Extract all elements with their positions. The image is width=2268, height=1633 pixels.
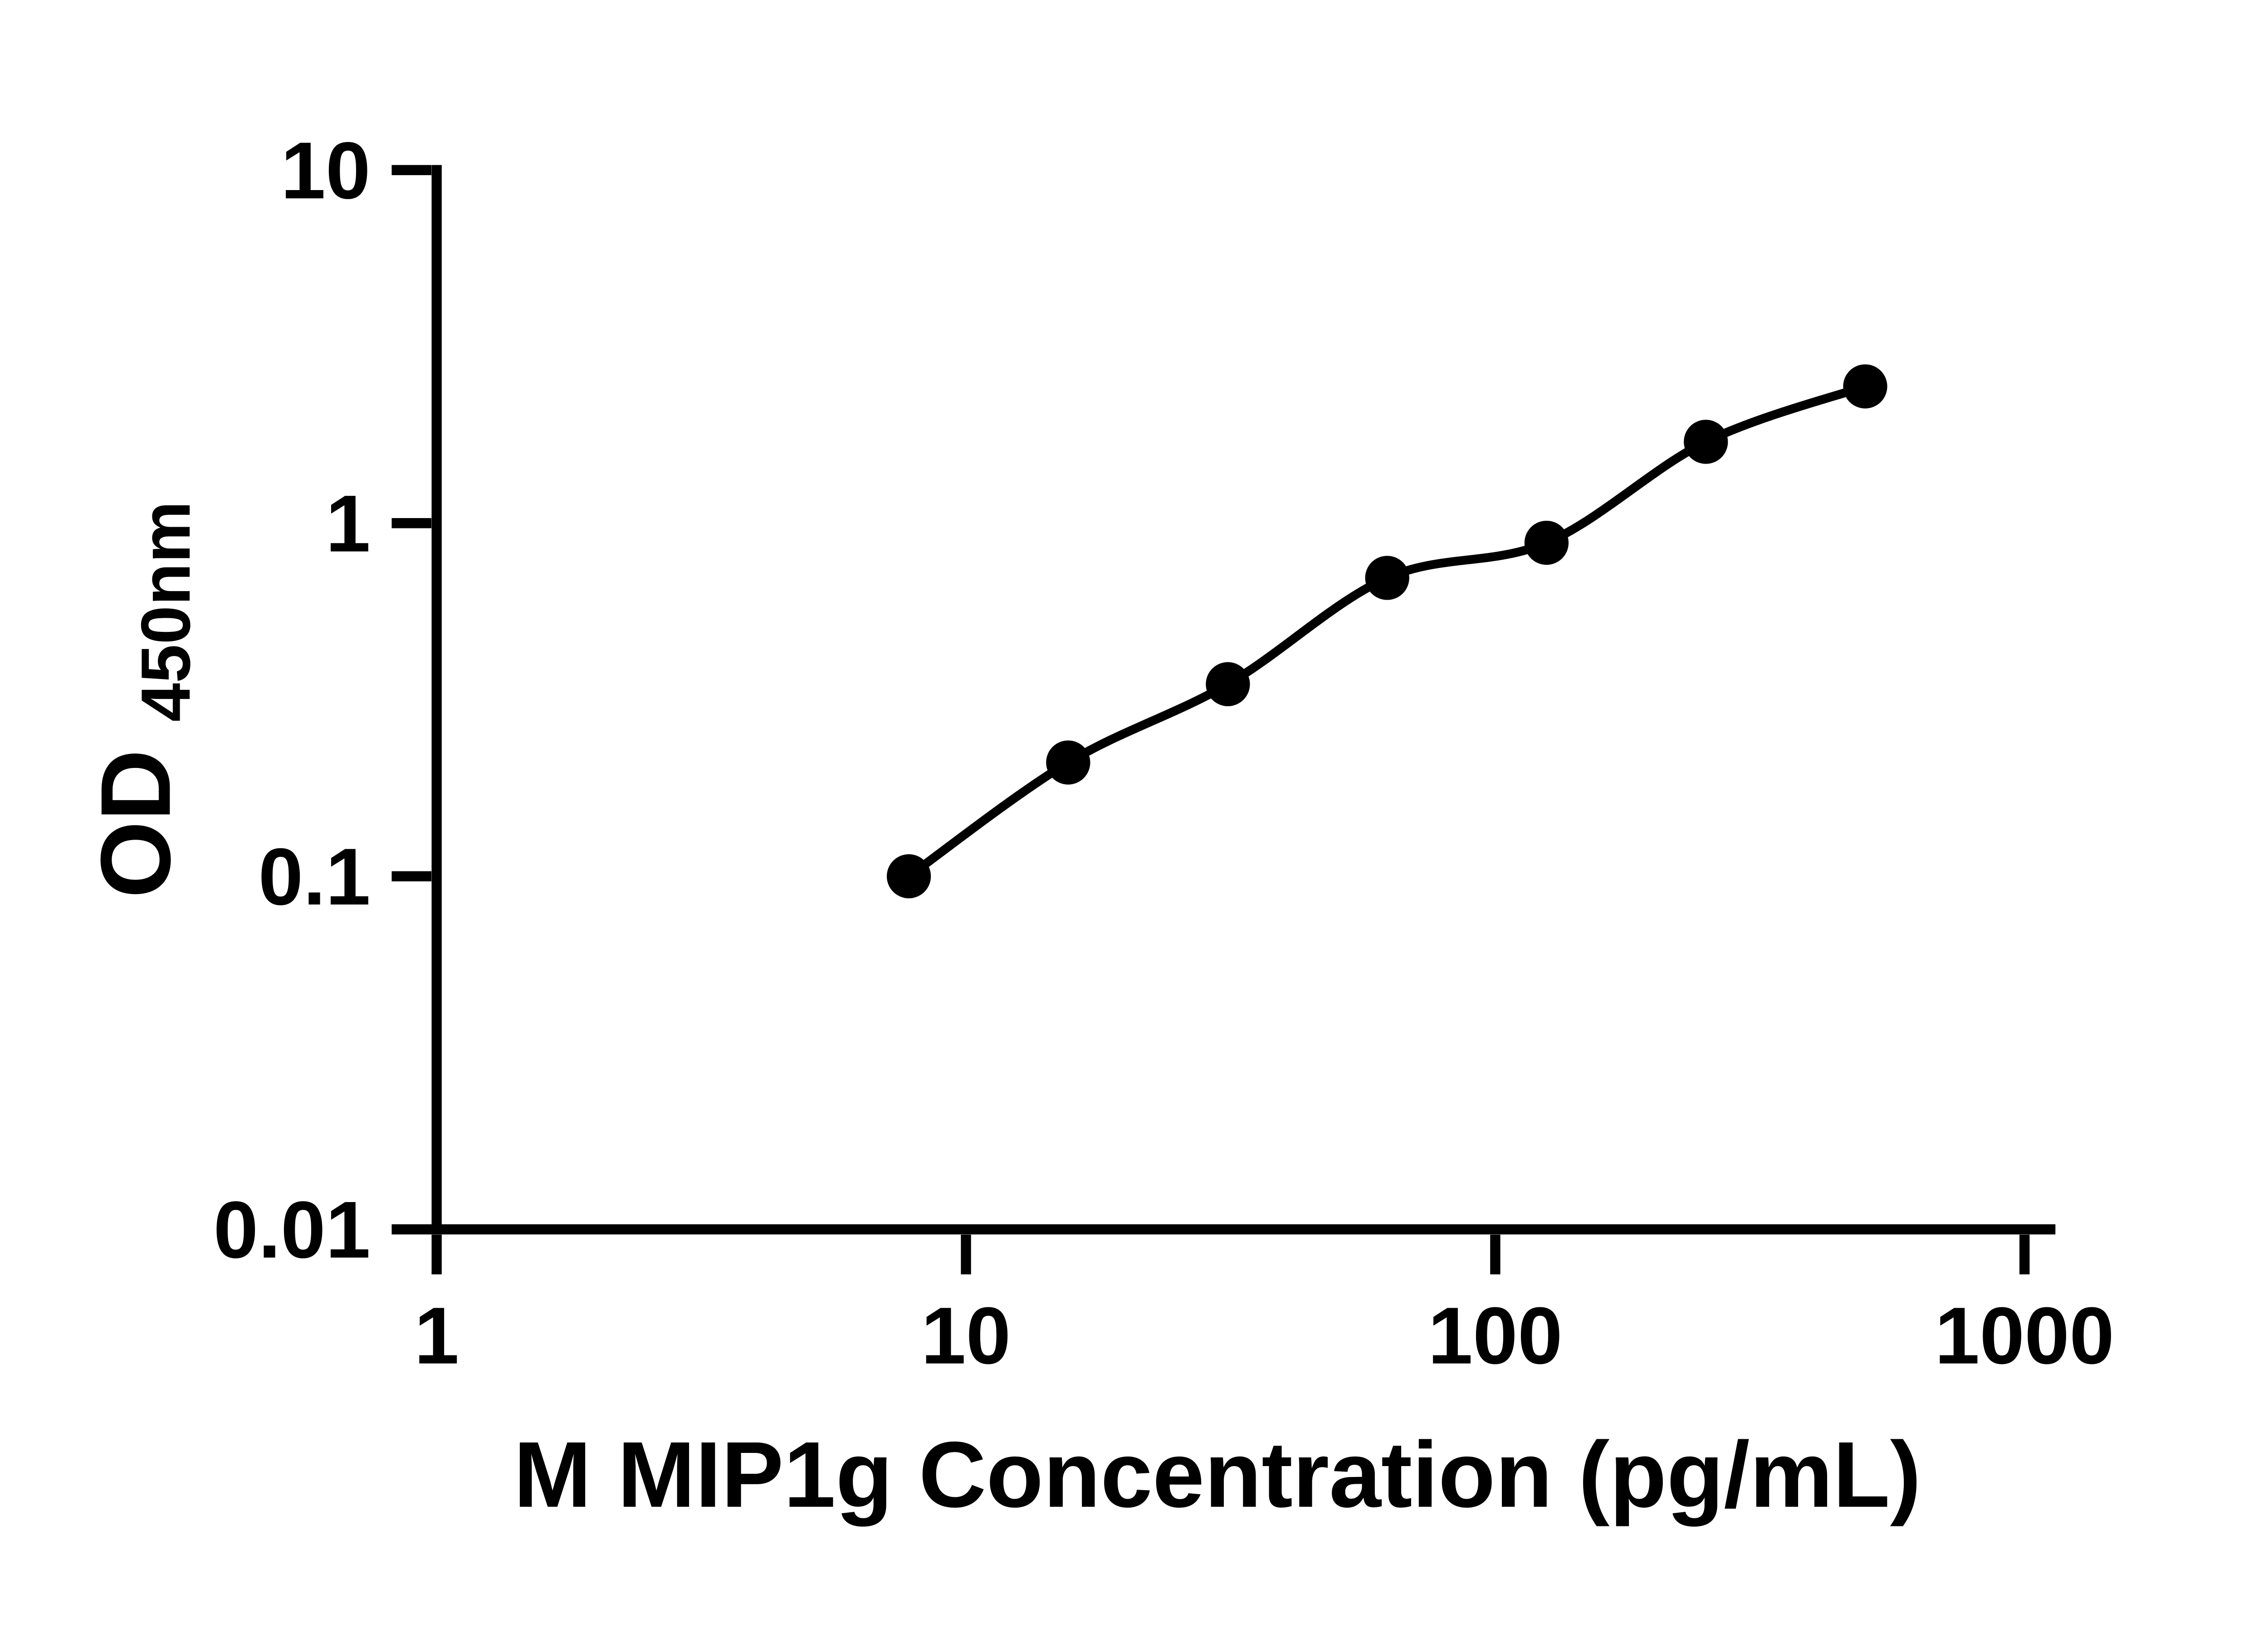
x-axis-ticks [431, 1234, 2030, 1275]
x-axis-tick-labels: 1 10 100 1000 [414, 1291, 2114, 1381]
y-axis-title: OD 450nm [80, 501, 205, 898]
x-tick-label: 10 [921, 1291, 1011, 1381]
data-point [1206, 662, 1250, 706]
axes [431, 165, 2056, 1235]
y-axis-title-subscript: 450nm [127, 501, 205, 722]
y-tick-label: 0.1 [258, 831, 370, 922]
y-tick-label: 0.01 [213, 1184, 370, 1275]
y-tick-label: 10 [281, 125, 371, 215]
data-point [1365, 556, 1409, 600]
data-point [1843, 364, 1887, 409]
x-tick-label: 1000 [1935, 1291, 2114, 1381]
fit-curve [904, 382, 1870, 881]
y-tick-label: 1 [326, 479, 371, 569]
data-point [1046, 740, 1090, 785]
y-axis-title-main: OD [80, 749, 191, 898]
y-axis-tick-labels: 10 1 0.1 0.01 [213, 125, 370, 1275]
y-axis-ticks [391, 165, 431, 1235]
x-axis-title: M MIP1g Concentration (pg/mL) [513, 1422, 1921, 1527]
x-tick-label: 100 [1428, 1291, 1563, 1381]
data-point [1524, 520, 1569, 565]
data-point-markers [886, 364, 1887, 899]
data-point [1684, 420, 1728, 464]
x-tick-label: 1 [414, 1291, 459, 1381]
data-point [886, 854, 931, 899]
